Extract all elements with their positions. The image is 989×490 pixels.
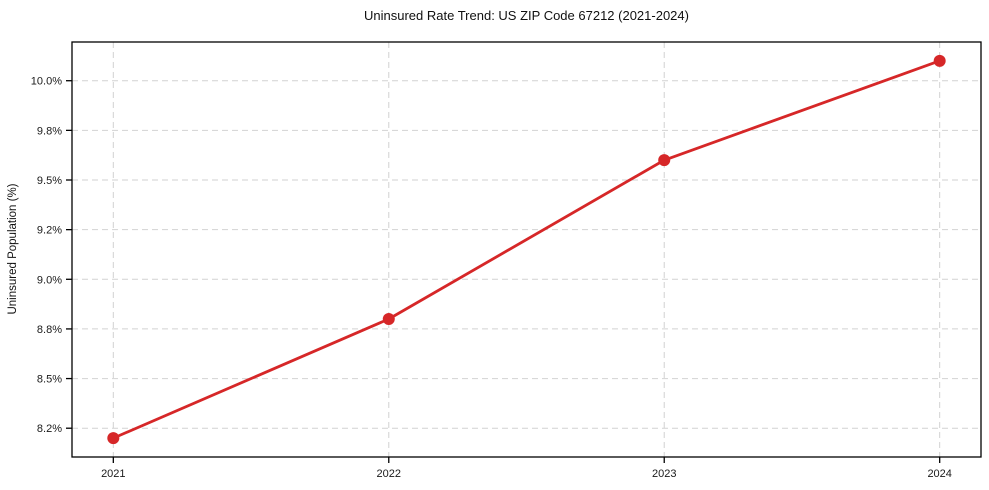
data-point-marker (382, 312, 395, 325)
plot-border (71, 41, 982, 458)
data-point-marker (107, 432, 120, 445)
chart-title: Uninsured Rate Trend: US ZIP Code 67212 … (364, 8, 689, 23)
x-tick-label: 2021 (101, 468, 125, 480)
y-tick-label: 9.8% (37, 125, 62, 137)
y-tick-label: 9.0% (37, 274, 62, 286)
y-tick-label: 8.5% (37, 374, 62, 386)
y-tick-label: 9.2% (37, 225, 62, 237)
trend-line (111, 59, 942, 440)
data-point-marker (658, 154, 671, 167)
data-point-marker (933, 54, 946, 67)
y-tick-label: 8.8% (37, 324, 62, 336)
y-tick-label: 9.5% (37, 175, 62, 187)
y-tick-label: 10.0% (31, 76, 62, 88)
y-tick-label: 8.2% (37, 423, 62, 435)
x-tick-label: 2024 (927, 468, 951, 480)
x-tick-label: 2023 (652, 468, 676, 480)
x-tick-label: 2022 (377, 468, 401, 480)
